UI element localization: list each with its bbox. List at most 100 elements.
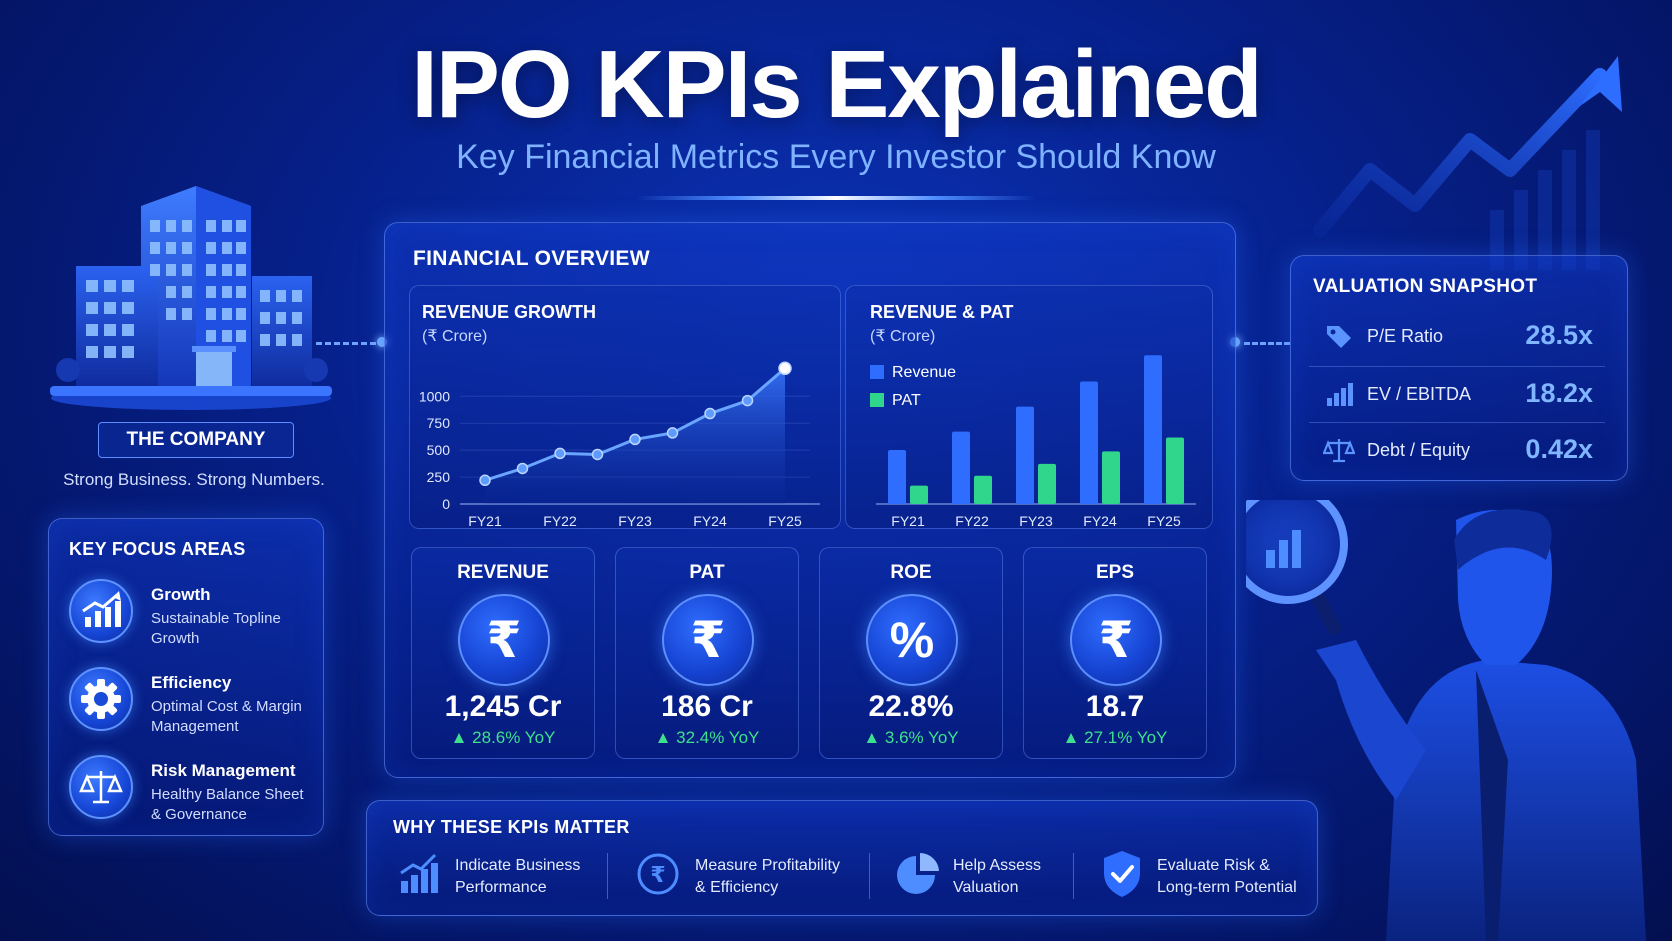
page-title: IPO KPIs Explained [411, 31, 1263, 138]
focus-title: Efficiency [151, 673, 232, 692]
x-tick-label: FY24 [693, 513, 727, 529]
focus-item-risk: Risk Management Healthy Balance Sheet & G… [69, 755, 329, 825]
shield-check-icon [1104, 851, 1140, 897]
data-point [629, 433, 641, 446]
data-point [516, 462, 529, 475]
x-tick-label: FY24 [1083, 513, 1117, 529]
kpi-value: 22.8% [868, 690, 954, 723]
kpi-yoy: ▲ 28.6% YoY [450, 728, 556, 747]
focus-item-efficiency: Efficiency Optimal Cost & Margin Manageme… [69, 667, 329, 737]
data-point [666, 427, 679, 439]
why-text: Evaluate Risk & [1157, 857, 1270, 874]
data-point [778, 361, 792, 376]
why-kpis-title: WHY THESE KPIs MATTER [393, 817, 630, 837]
kpi-yoy: ▲ 3.6% YoY [863, 728, 959, 747]
kpi-yoy: ▲ 27.1% YoY [1062, 728, 1168, 747]
valuation-value: 18.2x [1525, 378, 1593, 408]
right-connector [1244, 342, 1290, 345]
kpi-label: PAT [689, 562, 725, 583]
kpi-card-revenue: REVENUE ₹ 1,245 Cr ▲ 28.6% YoY [411, 547, 595, 759]
divider [1073, 853, 1074, 899]
revenue-bar [1080, 381, 1098, 504]
pat-bar [1102, 451, 1120, 504]
trend-arrow-icon [1313, 56, 1622, 270]
valuation-label: P/E Ratio [1367, 326, 1444, 346]
valuation-title: VALUATION SNAPSHOT [1313, 276, 1538, 297]
why-text: Measure Profitability [695, 857, 840, 874]
left-connector-dot [377, 337, 387, 347]
why-text: Help Assess [953, 857, 1042, 874]
x-tick-label: FY25 [1147, 513, 1181, 529]
x-tick-label: FY23 [618, 513, 652, 529]
divider [869, 853, 870, 899]
why-text: Long-term Potential [1157, 879, 1297, 896]
kpi-value: 186 Cr [661, 690, 753, 723]
page-subtitle: Key Financial Metrics Every Investor Sho… [456, 138, 1216, 176]
y-tick-label: 0 [442, 496, 450, 512]
revenue-bar [1144, 355, 1162, 504]
valuation-label: EV / EBITDA [1367, 384, 1472, 404]
data-point [591, 448, 604, 461]
pat-bar [1038, 463, 1056, 504]
revenue-pat-title: REVENUE & PAT [870, 302, 1014, 322]
why-text: Valuation [953, 879, 1019, 896]
data-point [741, 394, 754, 407]
kpi-label: ROE [890, 562, 932, 583]
valuation-snapshot-panel: VALUATION SNAPSHOT P/E Ratio 28.5x EV / … [1290, 255, 1628, 481]
kpi-value: 18.7 [1085, 690, 1145, 723]
why-kpis-panel: WHY THESE KPIs MATTER Indicate Business … [366, 800, 1318, 916]
divider [1309, 422, 1605, 423]
data-point [479, 474, 491, 487]
legend-pat: PAT [870, 392, 921, 410]
revenue-pat-card: REVENUE & PAT (₹ Crore) Revenue PAT FY21… [845, 285, 1213, 529]
company-tagline: Strong Business. Strong Numbers. [63, 470, 325, 489]
office-building-icon [50, 186, 332, 410]
x-tick-label: FY23 [1019, 513, 1053, 529]
kpi-label: REVENUE [457, 562, 549, 583]
financial-overview-panel: FINANCIAL OVERVIEW REVENUE GROWTH (₹ Cro… [384, 222, 1236, 778]
revenue-growth-title: REVENUE GROWTH [422, 302, 597, 322]
revenue-pat-chart: FY21 FY22 FY23 FY24 FY25 [876, 355, 1196, 529]
y-tick-label: 1000 [419, 388, 450, 404]
balance-scale-icon [79, 771, 123, 804]
percent-icon: % [866, 594, 958, 686]
x-tick-label: FY21 [468, 513, 502, 529]
key-focus-panel: KEY FOCUS AREAS Growth Sustainable Topli… [48, 518, 324, 836]
title-divider [636, 196, 1036, 200]
company-label: THE COMPANY [98, 422, 294, 458]
key-focus-title: KEY FOCUS AREAS [69, 539, 246, 559]
focus-title: Risk Management [151, 761, 296, 780]
kpi-label: EPS [1095, 562, 1135, 583]
legend-revenue: Revenue [870, 364, 956, 382]
revenue-bar [952, 431, 970, 504]
kpi-value: 1,245 Cr [444, 690, 562, 723]
focus-desc: Sustainable Topline Growth [151, 610, 281, 647]
focus-title: Growth [151, 585, 211, 604]
rupee-coin-icon: ₹ [637, 853, 679, 895]
kpi-yoy: ▲ 32.4% YoY [654, 728, 760, 747]
revenue-bar [888, 450, 906, 504]
revenue-growth-chart: 0 250 500 750 1000 FY21 FY22 FY23 FY24 FY25 [419, 361, 820, 529]
pat-bar [910, 485, 928, 504]
revenue-bar [1016, 406, 1034, 504]
focus-item-growth: Growth Sustainable Topline Growth [69, 579, 329, 649]
pat-bar [1166, 437, 1184, 504]
kpi-card-eps: EPS ₹ 18.7 ▲ 27.1% YoY [1023, 547, 1207, 759]
price-tag-icon [1327, 326, 1351, 348]
revenue-area [485, 368, 785, 504]
y-tick-label: 750 [427, 415, 451, 431]
revenue-growth-card: REVENUE GROWTH (₹ Crore) 0 250 500 750 1000 F… [409, 285, 841, 529]
divider [1309, 366, 1605, 367]
valuation-value: 0.42x [1525, 434, 1593, 464]
growth-chart-icon [400, 853, 438, 893]
divider [607, 853, 608, 899]
valuation-row-ev: EV / EBITDA 18.2x [1309, 366, 1605, 422]
why-text: & Efficiency [695, 879, 779, 896]
kpi-card-pat: PAT ₹ 186 Cr ▲ 32.4% YoY [615, 547, 799, 759]
kpi-card-roe: ROE % 22.8% ▲ 3.6% YoY [819, 547, 1003, 759]
svg-text:₹: ₹ [650, 863, 665, 888]
rupee-icon: ₹ [1070, 594, 1162, 686]
x-tick-label: FY22 [543, 513, 577, 529]
valuation-label: Debt / Equity [1367, 440, 1471, 460]
rupee-icon: ₹ [458, 594, 550, 686]
